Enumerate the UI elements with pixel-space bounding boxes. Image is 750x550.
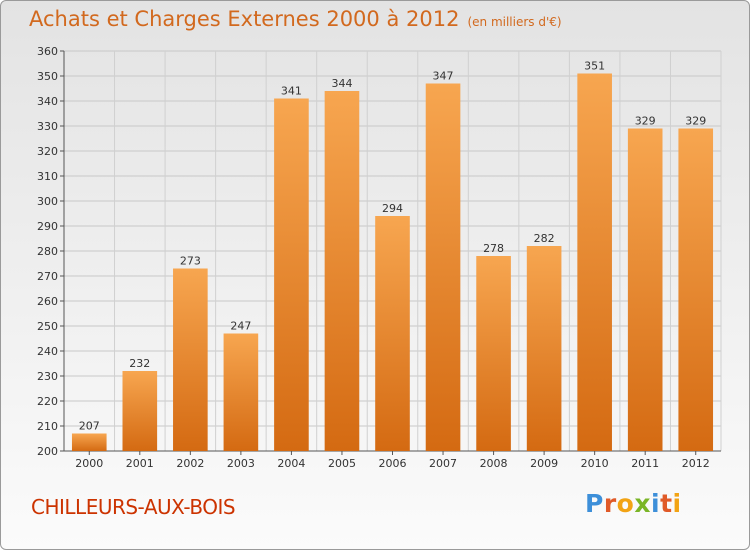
x-tick-label: 2012	[682, 457, 710, 470]
x-tick-label: 2001	[126, 457, 154, 470]
y-tick-label: 330	[37, 120, 58, 133]
x-tick-label: 2007	[429, 457, 457, 470]
y-tick-label: 270	[37, 270, 58, 283]
bar-2008	[476, 256, 511, 451]
y-tick-label: 230	[37, 370, 58, 383]
y-tick-label: 280	[37, 245, 58, 258]
chart-title: Achats et Charges Externes 2000 à 2012 (e…	[29, 7, 562, 31]
y-tick-label: 300	[37, 195, 58, 208]
bar-2009	[526, 246, 562, 451]
data-label: 347	[433, 70, 454, 83]
proxiti-logo: Proxiti	[585, 489, 682, 518]
y-tick-label: 320	[37, 145, 58, 158]
y-tick-label: 210	[37, 420, 58, 433]
x-tick-label: 2002	[176, 457, 204, 470]
y-tick-label: 250	[37, 320, 58, 333]
bar-2010	[577, 73, 612, 451]
bars	[71, 73, 714, 451]
labels: 200 210 220 230 240 250 260 270 280 290 300 310 320 3…	[37, 45, 710, 470]
data-label: 329	[635, 115, 656, 128]
y-tick-label: 200	[37, 445, 58, 458]
data-label: 247	[230, 320, 251, 333]
y-tick-label: 220	[37, 395, 58, 408]
bar-2011	[627, 128, 663, 451]
bar-2000	[71, 433, 107, 451]
data-label: 329	[685, 115, 706, 128]
unit-note: (en milliers d'€)	[467, 15, 562, 29]
bar-2012	[678, 128, 714, 451]
y-tick-label: 350	[37, 70, 58, 83]
bar-2003	[223, 333, 259, 451]
x-tick-label: 2000	[75, 457, 103, 470]
y-tick-label: 340	[37, 95, 58, 108]
x-tick-label: 2010	[581, 457, 609, 470]
y-tick-label: 310	[37, 170, 58, 183]
bar-2007	[425, 83, 461, 451]
data-label: 341	[281, 85, 302, 98]
data-label: 232	[129, 357, 150, 370]
bar-2005	[324, 91, 360, 451]
bar-2006	[375, 216, 410, 451]
y-tick-label: 290	[37, 220, 58, 233]
x-tick-label: 2006	[379, 457, 407, 470]
data-label: 351	[584, 60, 605, 73]
x-tick-label: 2005	[328, 457, 356, 470]
x-tick-label: 2009	[530, 457, 558, 470]
y-tick-label: 360	[37, 45, 58, 58]
data-label: 344	[331, 77, 352, 90]
bar-2001	[122, 371, 158, 451]
x-tick-label: 2008	[480, 457, 508, 470]
data-label: 207	[79, 420, 100, 433]
data-label: 282	[534, 232, 555, 245]
x-tick-label: 2003	[227, 457, 255, 470]
bar-2002	[173, 268, 208, 451]
y-tick-label: 240	[37, 345, 58, 358]
bar-2004	[274, 98, 309, 451]
data-label: 278	[483, 242, 504, 255]
data-label: 294	[382, 202, 403, 215]
x-tick-label: 2004	[277, 457, 305, 470]
data-label: 273	[180, 255, 201, 268]
y-tick-label: 260	[37, 295, 58, 308]
chart-title-text: Achats et Charges Externes 2000 à 2012	[29, 7, 460, 31]
commune-name: CHILLEURS-AUX-BOIS	[31, 495, 236, 519]
x-tick-label: 2011	[631, 457, 659, 470]
